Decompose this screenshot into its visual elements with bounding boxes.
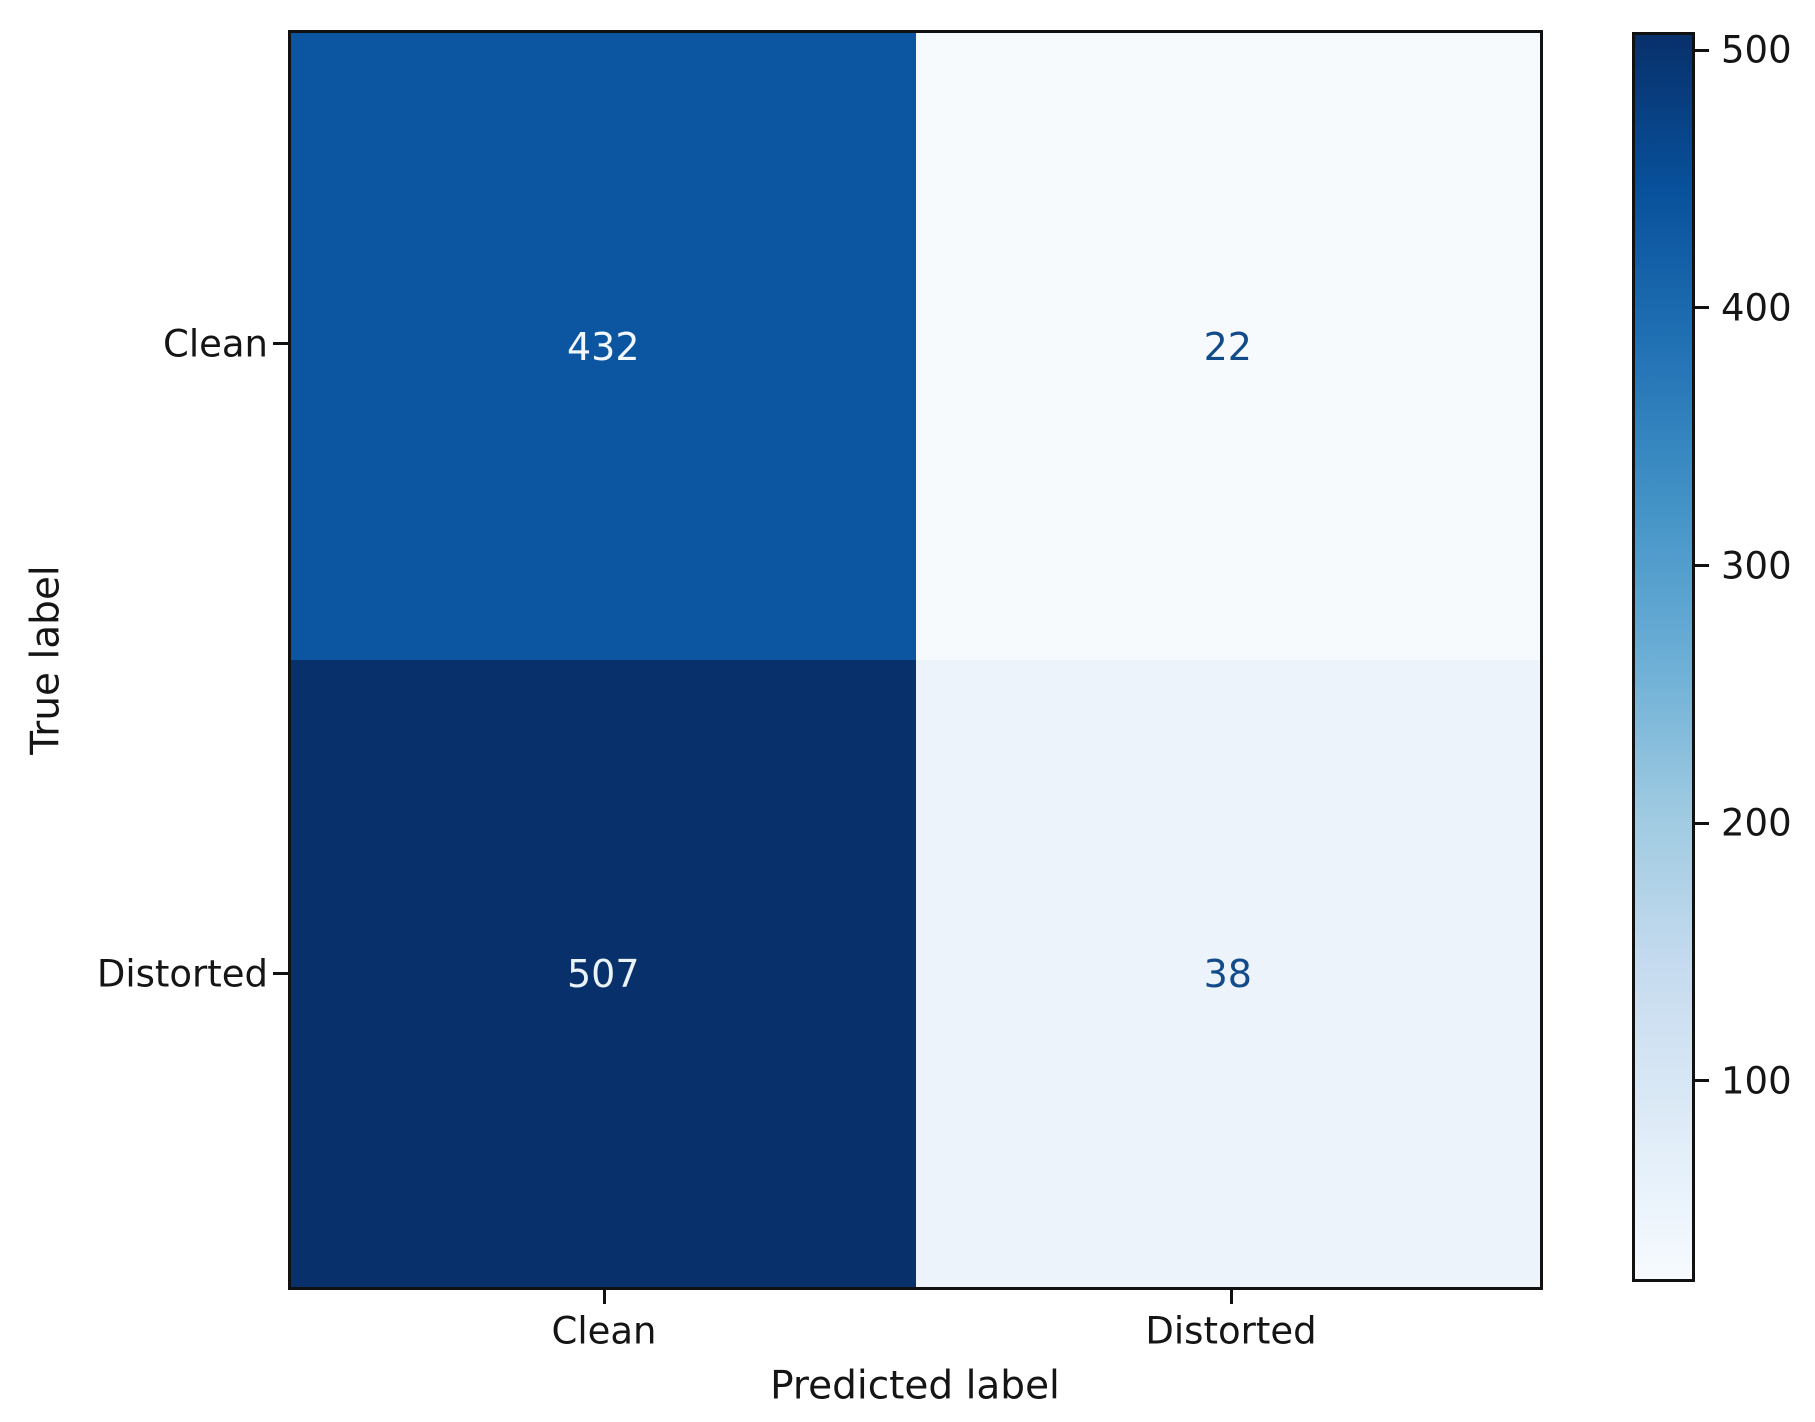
y-tick-label-distorted: Distorted [96, 952, 268, 996]
x-tick-label-distorted: Distorted [1145, 1309, 1317, 1353]
cell-true-clean-pred-clean: 432 [291, 33, 916, 660]
x-axis-title: Predicted label [770, 1363, 1060, 1409]
cell-value: 432 [566, 324, 640, 369]
y-tick-label-clean: Clean [162, 322, 268, 366]
colorbar-tick-mark [1695, 306, 1709, 310]
cell-value: 507 [566, 951, 640, 996]
colorbar-tick-label: 500 [1721, 28, 1792, 72]
cell-true-clean-pred-distorted: 22 [915, 33, 1540, 660]
colorbar-tick-label: 400 [1721, 286, 1792, 330]
heatmap-plot-area: 432 22 507 38 [288, 30, 1543, 1290]
colorbar-tick-mark [1695, 48, 1709, 52]
y-tick-mark [273, 972, 288, 975]
colorbar [1632, 32, 1695, 1282]
colorbar-tick-mark [1695, 1079, 1709, 1083]
cell-value: 38 [1203, 951, 1252, 996]
cell-true-distorted-pred-clean: 507 [291, 660, 916, 1287]
colorbar-tick-label: 300 [1721, 544, 1792, 587]
x-tick-label-clean: Clean [551, 1309, 657, 1353]
y-tick-mark [273, 342, 288, 345]
colorbar-tick-label: 200 [1721, 801, 1792, 845]
x-tick-mark [1230, 1290, 1233, 1304]
cell-true-distorted-pred-distorted: 38 [915, 660, 1540, 1287]
cell-value: 22 [1203, 324, 1252, 369]
x-tick-mark [603, 1290, 606, 1304]
colorbar-tick-mark [1695, 564, 1709, 567]
colorbar-tick-label: 100 [1721, 1059, 1792, 1103]
y-axis-title: True label [23, 565, 69, 755]
colorbar-tick-mark [1695, 821, 1709, 825]
